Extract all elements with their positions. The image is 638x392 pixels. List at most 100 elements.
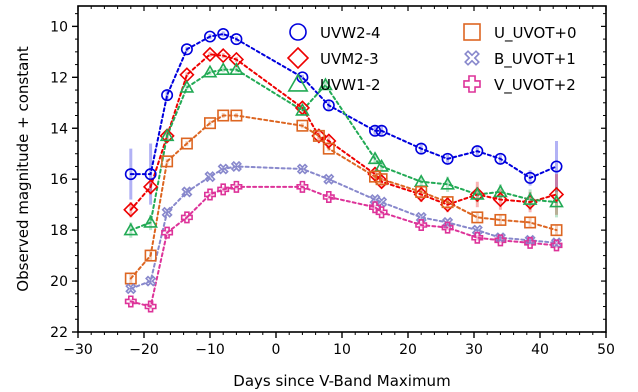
data-point <box>145 275 157 287</box>
data-point <box>143 214 158 228</box>
data-point <box>179 79 195 93</box>
data-point <box>296 180 309 193</box>
y-tick-label: 12 <box>50 70 68 86</box>
data-point <box>180 43 193 56</box>
data-point <box>123 202 139 218</box>
x-tick-label: −30 <box>63 342 93 358</box>
marker-outline <box>464 50 480 66</box>
marker-outline <box>230 160 242 173</box>
marker-outline <box>204 171 216 183</box>
data-point <box>311 128 327 144</box>
data-point <box>124 295 137 308</box>
data-point <box>322 191 335 204</box>
data-point <box>550 224 563 237</box>
x-tick-label: 50 <box>597 342 615 358</box>
data-point <box>295 102 310 116</box>
data-point <box>367 151 383 165</box>
legend-label: UVM2-3 <box>320 50 379 68</box>
data-point <box>494 152 507 165</box>
data-point <box>204 188 216 201</box>
data-point <box>441 152 454 165</box>
x-axis-label: Days since V-Band Maximum <box>233 372 450 390</box>
data-point <box>230 160 242 173</box>
y-tick-label: 22 <box>50 325 68 341</box>
data-point <box>230 109 243 122</box>
x-tick-label: −10 <box>195 342 225 358</box>
data-point <box>375 206 388 219</box>
series-line <box>129 114 558 280</box>
data-point <box>492 191 509 208</box>
x-tick-label: 0 <box>272 342 281 358</box>
data-point <box>550 239 563 252</box>
x-axis-ticks: −30 −20 −10 0 10 20 30 40 50 <box>63 6 615 358</box>
data-point <box>123 222 139 236</box>
series-lines <box>129 32 558 308</box>
marker-outline <box>181 186 193 198</box>
series-line <box>129 165 558 290</box>
data-point <box>181 186 193 198</box>
marker-outline <box>145 275 157 287</box>
data-point <box>415 219 428 232</box>
data-point <box>204 117 217 130</box>
data-point <box>202 64 218 78</box>
data-point <box>312 129 325 142</box>
data-point <box>296 119 309 132</box>
data-point <box>125 283 137 295</box>
data-point <box>471 231 484 244</box>
data-point <box>524 171 537 184</box>
marker-outline <box>323 173 335 185</box>
marker-outline <box>217 163 229 175</box>
data-point <box>204 171 216 183</box>
data-point <box>373 174 390 190</box>
data-point <box>161 226 174 239</box>
y-tick-label: 14 <box>50 121 68 137</box>
data-point <box>522 191 538 205</box>
data-point <box>368 170 381 183</box>
data-point <box>375 124 388 137</box>
x-tick-label: 10 <box>333 342 351 358</box>
data-point <box>439 197 456 213</box>
data-point <box>322 99 335 112</box>
data-point <box>215 62 231 75</box>
data-point <box>161 155 174 168</box>
data-point <box>142 179 159 195</box>
data-point <box>375 173 388 186</box>
data-point <box>323 173 335 185</box>
marker-outline <box>125 283 137 295</box>
data-point <box>124 272 137 285</box>
legend-label: U_UVOT+0 <box>494 24 577 43</box>
data-point <box>217 109 230 122</box>
data-point <box>524 236 537 249</box>
series-markers <box>123 28 565 313</box>
data-point <box>217 183 230 196</box>
data-point <box>441 221 454 234</box>
data-point <box>180 137 193 150</box>
data-point <box>471 145 484 158</box>
data-point <box>217 28 230 41</box>
y-tick-label: 20 <box>50 274 68 290</box>
data-point <box>124 168 137 181</box>
error-bars <box>129 31 558 310</box>
legend-label: V_UVOT+2 <box>494 76 576 95</box>
data-point <box>415 142 428 155</box>
data-point <box>230 33 243 46</box>
y-tick-label: 16 <box>50 172 68 188</box>
data-point <box>229 62 244 75</box>
legend-label: UVW1-2 <box>320 76 381 94</box>
data-point <box>494 234 507 247</box>
legend-marker <box>464 50 480 66</box>
data-point <box>415 185 428 198</box>
data-point <box>368 124 381 137</box>
legend-marker <box>287 73 309 92</box>
data-point <box>180 211 193 224</box>
series-line <box>129 68 558 232</box>
legend-label: B_UVOT+1 <box>494 50 576 69</box>
data-point <box>230 180 243 193</box>
y-axis-ticks: 10 12 14 16 18 20 22 <box>50 13 606 341</box>
data-point <box>144 249 157 262</box>
data-point <box>374 158 389 172</box>
data-point <box>217 163 229 175</box>
legend-marker <box>463 75 481 93</box>
data-point <box>159 128 175 142</box>
